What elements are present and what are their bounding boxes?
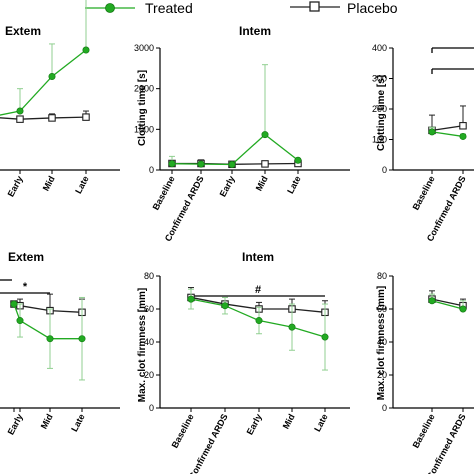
legend: Treated Placebo (85, 0, 398, 16)
series-line-treated (431, 131, 464, 138)
x-tick-label: Baseline (170, 412, 196, 449)
data-point-treated (16, 107, 24, 115)
x-tick-label: Baseline (411, 174, 437, 211)
panel-title: Intem (242, 250, 274, 264)
y-tick-label: 200 (372, 104, 387, 114)
legend-label-treated: Treated (145, 0, 193, 16)
x-tick-label: Early (6, 174, 25, 198)
data-point-treated (48, 72, 56, 80)
y-tick-label: 40 (144, 337, 154, 347)
data-point-treated (255, 317, 263, 325)
x-tick-label: Early (218, 174, 237, 198)
data-point-placebo (16, 115, 24, 123)
y-tick-label: 20 (144, 370, 154, 380)
data-point-treated (261, 131, 269, 139)
data-point-treated (46, 335, 54, 343)
x-tick-label: Mid (41, 174, 57, 192)
series-line-placebo (431, 298, 464, 307)
y-tick-label: 60 (377, 304, 387, 314)
data-point-treated (294, 156, 302, 164)
legend-item-placebo: Placebo (290, 0, 398, 16)
y-tick-label: 2000 (134, 84, 154, 94)
data-point-treated (428, 297, 436, 305)
y-tick-label: 1000 (134, 124, 154, 134)
y-tick-label: 20 (377, 370, 387, 380)
x-tick-label: Late (312, 412, 330, 433)
panel-title: Extem (5, 24, 41, 38)
y-tick-label: 80 (144, 271, 154, 281)
data-point-treated (288, 323, 296, 331)
y-axis-label: Max. clot firmness [mm] (376, 286, 387, 400)
data-point-treated (10, 300, 18, 308)
series-line-treated (13, 303, 82, 340)
x-tick-label: Mid (39, 412, 55, 430)
data-point-treated (187, 295, 195, 303)
panel-bottom-left: Extem Early Mid Late * (0, 250, 120, 436)
data-point-treated (82, 46, 90, 54)
series-line-treated (0, 49, 87, 116)
panel-bottom-right: Max. clot firmness [mm] 0 20 40 60 80 Baselin… (376, 271, 474, 474)
panel-bottom-middle: Intem Max. clot firmness [mm] 0 20 40 60 80 B… (137, 250, 350, 474)
x-tick-label: Late (285, 174, 303, 195)
data-point-placebo (459, 122, 467, 130)
y-tick-label: 3000 (134, 43, 154, 53)
x-tick-label: Early (245, 412, 264, 436)
legend-marker-treated (105, 3, 115, 13)
x-tick-label: Late (69, 412, 87, 433)
data-point-treated (78, 335, 86, 343)
significance-label: # (255, 284, 261, 296)
data-point-treated (459, 305, 467, 313)
panel-top-middle: Intem Clotting time [s] 0 1000 2000 3000 Bas… (134, 24, 350, 243)
y-tick-label: 400 (372, 43, 387, 53)
y-tick-label: 60 (144, 304, 154, 314)
legend-item-treated: Treated (85, 0, 193, 16)
data-point-placebo (261, 160, 269, 168)
y-tick-label: 100 (372, 135, 387, 145)
legend-marker-placebo (309, 1, 320, 12)
y-tick-label: 0 (149, 165, 154, 175)
y-axis-label: Max. clot firmness [mm] (137, 288, 148, 402)
x-tick-label: Mid (254, 174, 270, 192)
panel-top-left: Extem Early Mid Late (0, 0, 120, 198)
series-line-treated (171, 133, 299, 166)
legend-label-placebo: Placebo (347, 0, 398, 16)
data-point-placebo (48, 114, 56, 122)
panel-title: Extem (8, 250, 44, 264)
panel-title: Intem (239, 24, 271, 38)
data-point-treated (168, 160, 176, 168)
series-line-treated (431, 300, 464, 310)
data-point-placebo (82, 113, 90, 121)
y-tick-label: 80 (377, 271, 387, 281)
y-tick-label: 40 (377, 337, 387, 347)
y-tick-label: 0 (382, 165, 387, 175)
y-tick-label: 300 (372, 74, 387, 84)
x-tick-label: Baseline (151, 174, 177, 211)
panel-top-right: Clotting time [s] 0100200300400BaselineC… (372, 43, 474, 243)
x-tick-label: Baseline (411, 412, 437, 449)
series-line-placebo (431, 125, 464, 131)
y-tick-label: 0 (382, 403, 387, 413)
x-tick-label: Early (6, 412, 25, 436)
y-axis-label: Clotting time [s] (137, 70, 148, 146)
data-point-treated (197, 160, 205, 168)
data-point-treated (459, 132, 467, 140)
data-point-treated (321, 333, 329, 341)
data-point-treated (428, 128, 436, 136)
y-axis-label: Clotting time [s] (376, 75, 387, 151)
data-point-treated (228, 161, 236, 169)
significance-label: * (23, 281, 28, 293)
x-tick-label: Mid (281, 412, 297, 430)
x-tick-label: Late (73, 174, 91, 195)
y-tick-label: 0 (149, 403, 154, 413)
series-line-placebo (0, 116, 87, 120)
data-point-treated (16, 317, 24, 325)
data-point-treated (221, 302, 229, 310)
